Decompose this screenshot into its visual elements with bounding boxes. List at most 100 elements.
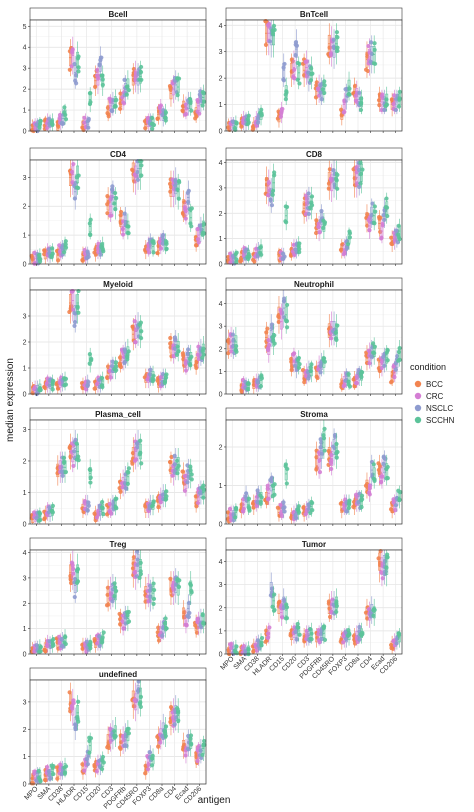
data-point [158,740,163,745]
data-point [156,625,161,630]
data-point [329,458,334,463]
data-point [123,349,128,354]
data-point [88,475,93,480]
data-point [265,483,270,488]
data-point [124,728,130,734]
data-point [56,386,61,391]
data-point [381,461,386,467]
data-point [321,626,326,631]
data-point [263,42,269,47]
data-point [182,610,187,615]
data-point [67,67,72,72]
data-point [393,503,399,508]
legend-label-scchn: SCCHN [426,416,455,425]
data-point [357,624,362,630]
data-point [304,196,309,201]
data-point [295,77,300,82]
data-point [97,63,102,68]
data-point [372,350,377,356]
data-point [118,209,124,215]
data-point [308,365,313,370]
data-point [358,107,364,113]
data-point [32,769,37,774]
data-point [63,245,69,250]
legend-label-crc: CRC [426,392,444,401]
data-point [110,187,115,192]
data-point [183,216,188,221]
data-point [395,240,400,245]
data-point [283,204,288,209]
plot-area [30,160,206,264]
data-point [51,636,56,642]
data-point [363,610,369,615]
y-tick-label: 1 [219,483,223,490]
data-point [126,466,132,471]
y-tick-label: 3 [23,66,27,73]
data-point [264,330,269,335]
data-point [396,488,401,493]
data-point [259,495,264,500]
data-point [317,458,322,463]
panel-border [29,419,207,525]
y-tick-label: 5 [23,24,27,31]
data-point [62,383,67,388]
data-point [168,576,173,581]
data-point [92,511,97,516]
data-point [117,361,122,366]
data-point [259,111,264,116]
data-point [259,376,264,381]
data-point [284,89,289,94]
data-point [246,496,252,501]
data-point [139,77,144,82]
data-point [379,235,384,240]
data-point [268,478,273,483]
data-point [296,504,301,509]
data-point [201,621,206,626]
panel-grid: Bcell 0 1 2 3 4 5 BnTcell 0 1 2 3 4 CD4 0 1 2 3 CD8 0 1 2 3 4 My… [23,7,403,811]
data-point [384,205,390,210]
data-point [364,67,369,72]
data-point [280,615,285,620]
data-point [87,361,92,366]
data-point [147,372,153,377]
data-point [149,763,155,768]
data-point [109,108,114,113]
data-point [88,480,93,485]
data-point [396,358,401,363]
data-point [194,630,200,635]
data-point [357,184,362,189]
y-tick-label: 2 [219,444,223,451]
data-point [234,507,239,512]
data-point [85,119,90,124]
data-point [246,646,251,652]
panel-border [29,679,207,785]
y-tick-label: 0 [219,262,223,269]
y-tick-label: 3 [23,175,27,182]
data-point [51,643,56,648]
panel-border [29,549,207,655]
data-point [295,507,301,513]
data-point [63,242,68,247]
data-point [356,167,362,173]
data-point [162,728,167,734]
data-point [135,688,140,694]
data-point [71,161,76,167]
data-point [167,181,173,186]
data-point [188,363,193,368]
data-point [372,204,377,209]
data-point [85,508,90,513]
data-point [308,369,313,374]
data-point [372,221,377,226]
y-axis-title: median expression [5,358,16,442]
panel-cd4: CD4 0 1 2 3 [23,147,207,269]
data-point [183,209,188,214]
data-point [278,307,283,312]
data-point [60,473,65,478]
data-point [329,52,334,58]
data-point [189,477,194,482]
data-point [183,753,188,758]
data-point [304,59,310,64]
data-point [80,762,85,767]
data-point [87,750,92,755]
data-point [293,52,298,58]
